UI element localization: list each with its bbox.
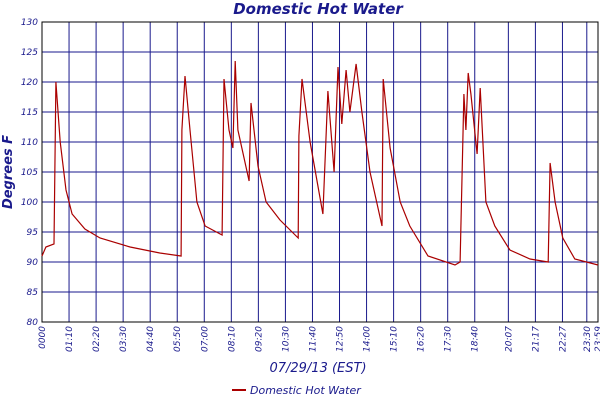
chart-title: Domestic Hot Water: [233, 0, 404, 18]
x-tick-label: 08:10: [227, 326, 237, 352]
y-tick-label: 95: [27, 228, 39, 238]
x-tick-label: 01:10: [65, 326, 75, 352]
x-tick-label: 14:00: [363, 326, 373, 352]
x-tick-label: 16:20: [417, 326, 427, 352]
y-tick-label: 120: [21, 78, 38, 88]
x-tick-label: 17:30: [444, 326, 454, 352]
legend: Domestic Hot Water: [232, 384, 362, 397]
x-tick-label: 10:30: [281, 326, 291, 352]
plot-border: [41, 21, 599, 323]
y-tick-label: 85: [27, 288, 39, 298]
x-tick-label: 18:40: [471, 326, 481, 352]
data-line: [41, 60, 599, 266]
y-tick-label: 130: [21, 18, 38, 28]
y-axis-label: Degrees F: [1, 135, 16, 209]
x-tick-label: 11:40: [308, 326, 318, 352]
x-tick-label: 09:20: [254, 326, 264, 352]
x-tick-label: 12:50: [336, 326, 346, 352]
x-tick-label: 07:00: [200, 326, 210, 352]
x-tick-label: 02:20: [92, 326, 102, 352]
y-tick-label: 125: [21, 48, 38, 58]
x-tick-label: 20:07: [504, 326, 514, 352]
x-tick-label: 05:50: [173, 326, 183, 352]
x-tick-label: 03:30: [119, 326, 129, 352]
y-tick-label: 115: [21, 108, 38, 118]
x-tick-label: 23:59: [594, 326, 600, 352]
y-tick-label: 110: [21, 138, 38, 148]
x-axis-label: 07/29/13 (EST): [269, 361, 366, 376]
x-tick-label: 15:10: [390, 326, 400, 352]
x-tick-label: 04:40: [146, 326, 156, 352]
y-tick-label: 90: [27, 258, 39, 268]
legend-label: Domestic Hot Water: [250, 384, 362, 397]
y-tick-label: 105: [21, 168, 38, 178]
x-tick-label: 21:17: [531, 326, 541, 352]
x-tick-label: 23:30: [583, 326, 593, 352]
x-tick-label: 22:27: [558, 326, 568, 352]
y-tick-label: 100: [21, 198, 38, 208]
y-tick-label: 80: [27, 318, 39, 328]
x-tick-label: 0000: [38, 326, 48, 349]
